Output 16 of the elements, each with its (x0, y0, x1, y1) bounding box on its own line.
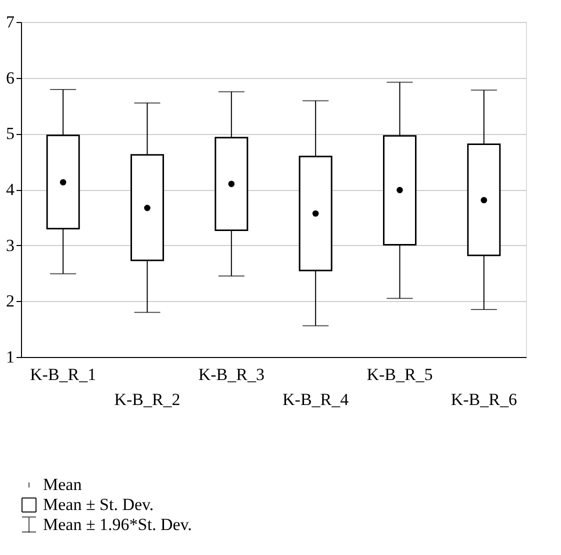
y-tick-label: 4 (6, 180, 15, 199)
y-tick-label: 2 (6, 292, 14, 311)
y-tick-label: 1 (6, 348, 14, 366)
text: Mean (43, 475, 82, 494)
y-tick-label: 6 (6, 68, 14, 88)
y-tick-label: 3 (6, 236, 14, 255)
x-tick-label: K-B_R_1 (30, 365, 96, 384)
text: Mean ± 1.96*St. Dev. (43, 515, 192, 534)
y-tick-label: 7 (6, 12, 15, 32)
x-tick-label: K-B_R_2 (114, 390, 180, 409)
x-tick-label: K-B_R_3 (198, 365, 264, 384)
y-tick-label: 5 (6, 124, 14, 144)
text: Mean ± St. Dev. (43, 495, 154, 514)
x-tick-label: K-B_R_5 (366, 365, 433, 384)
x-tick-label: K-B_R_4 (282, 390, 350, 409)
x-tick-label: K-B_R_6 (450, 390, 517, 409)
